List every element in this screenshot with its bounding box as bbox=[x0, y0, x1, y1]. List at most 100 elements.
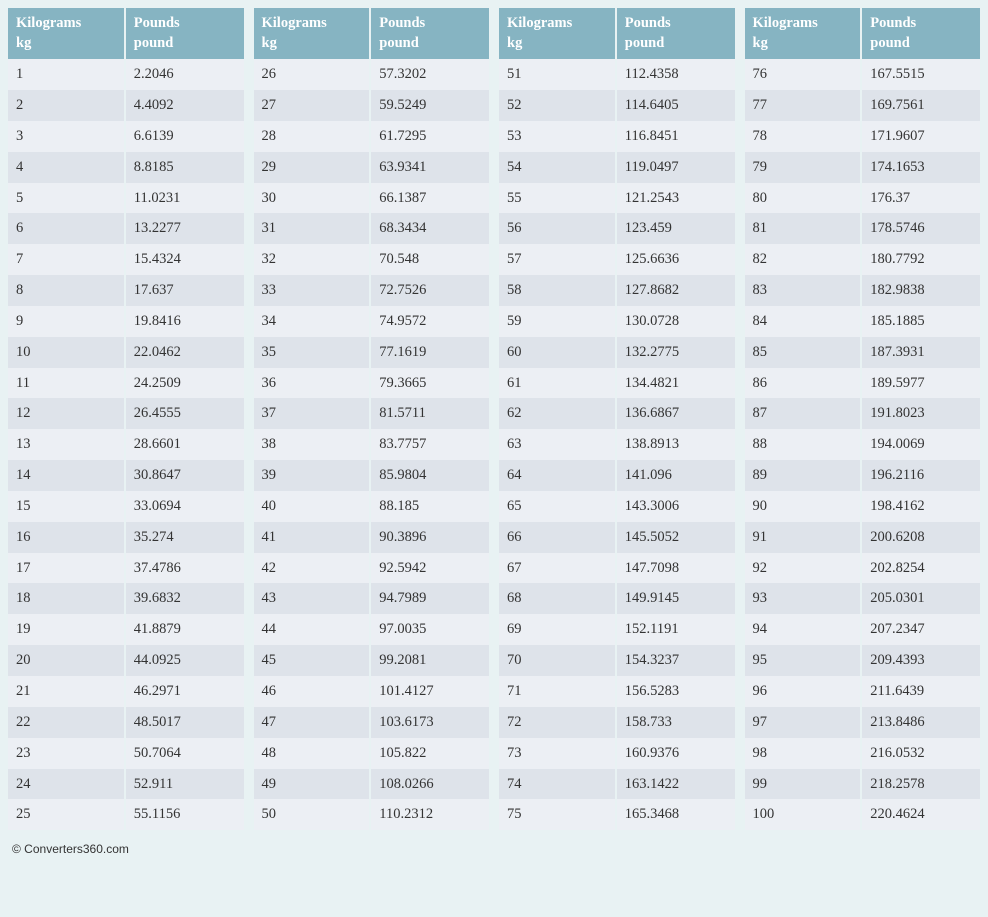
cell-kg: 100 bbox=[745, 799, 863, 830]
cell-kg: 39 bbox=[254, 460, 372, 491]
table-row: 3985.9804 bbox=[254, 460, 490, 491]
cell-pounds: 178.5746 bbox=[862, 213, 980, 244]
cell-kg: 83 bbox=[745, 275, 863, 306]
table-row: 78171.9607 bbox=[745, 121, 981, 152]
table-row: 67147.7098 bbox=[499, 553, 735, 584]
table-row: 3781.5711 bbox=[254, 398, 490, 429]
cell-pounds: 41.8879 bbox=[126, 614, 244, 645]
cell-pounds: 4.4092 bbox=[126, 90, 244, 121]
table-row: 24.4092 bbox=[8, 90, 244, 121]
cell-kg: 28 bbox=[254, 121, 372, 152]
cell-kg: 1 bbox=[8, 59, 126, 90]
cell-kg: 49 bbox=[254, 769, 372, 800]
cell-kg: 71 bbox=[499, 676, 617, 707]
cell-kg: 36 bbox=[254, 368, 372, 399]
cell-kg: 14 bbox=[8, 460, 126, 491]
header-lb-line1: Pounds bbox=[870, 15, 916, 31]
table-row: 99218.2578 bbox=[745, 769, 981, 800]
cell-kg: 97 bbox=[745, 707, 863, 738]
table-row: 1941.8879 bbox=[8, 614, 244, 645]
table-row: 2146.2971 bbox=[8, 676, 244, 707]
table-row: 2452.911 bbox=[8, 769, 244, 800]
cell-kg: 64 bbox=[499, 460, 617, 491]
cell-kg: 54 bbox=[499, 152, 617, 183]
cell-kg: 35 bbox=[254, 337, 372, 368]
table-row: 1635.274 bbox=[8, 522, 244, 553]
cell-kg: 16 bbox=[8, 522, 126, 553]
cell-pounds: 108.0266 bbox=[371, 769, 489, 800]
footer-copyright: © Converters360.com bbox=[8, 842, 980, 856]
table-row: 97213.8486 bbox=[745, 707, 981, 738]
cell-kg: 89 bbox=[745, 460, 863, 491]
column-header-pounds: Poundspound bbox=[126, 8, 244, 59]
cell-pounds: 116.8451 bbox=[617, 121, 735, 152]
cell-pounds: 24.2509 bbox=[126, 368, 244, 399]
table-row: 79174.1653 bbox=[745, 152, 981, 183]
cell-pounds: 218.2578 bbox=[862, 769, 980, 800]
cell-pounds: 216.0532 bbox=[862, 738, 980, 769]
cell-pounds: 136.6867 bbox=[617, 398, 735, 429]
cell-pounds: 169.7561 bbox=[862, 90, 980, 121]
cell-pounds: 202.8254 bbox=[862, 553, 980, 584]
table-row: 76167.5515 bbox=[745, 59, 981, 90]
header-lb-line1: Pounds bbox=[134, 15, 180, 31]
cell-kg: 80 bbox=[745, 183, 863, 214]
column-header-kg: Kilogramskg bbox=[499, 8, 617, 59]
table-row: 56123.459 bbox=[499, 213, 735, 244]
cell-kg: 5 bbox=[8, 183, 126, 214]
cell-kg: 66 bbox=[499, 522, 617, 553]
cell-pounds: 149.9145 bbox=[617, 583, 735, 614]
cell-pounds: 189.5977 bbox=[862, 368, 980, 399]
cell-kg: 45 bbox=[254, 645, 372, 676]
cell-pounds: 154.3237 bbox=[617, 645, 735, 676]
table-row: 75165.3468 bbox=[499, 799, 735, 830]
cell-kg: 24 bbox=[8, 769, 126, 800]
table-row: 53116.8451 bbox=[499, 121, 735, 152]
cell-pounds: 171.9607 bbox=[862, 121, 980, 152]
cell-pounds: 46.2971 bbox=[126, 676, 244, 707]
cell-pounds: 185.1885 bbox=[862, 306, 980, 337]
table-row: 92202.8254 bbox=[745, 553, 981, 584]
cell-pounds: 8.8185 bbox=[126, 152, 244, 183]
cell-pounds: 132.2775 bbox=[617, 337, 735, 368]
table-row: 50110.2312 bbox=[254, 799, 490, 830]
cell-pounds: 11.0231 bbox=[126, 183, 244, 214]
cell-kg: 55 bbox=[499, 183, 617, 214]
table-row: 91200.6208 bbox=[745, 522, 981, 553]
cell-pounds: 22.0462 bbox=[126, 337, 244, 368]
cell-pounds: 112.4358 bbox=[617, 59, 735, 90]
cell-kg: 37 bbox=[254, 398, 372, 429]
table-row: 3372.7526 bbox=[254, 275, 490, 306]
cell-pounds: 176.37 bbox=[862, 183, 980, 214]
table-row: 80176.37 bbox=[745, 183, 981, 214]
cell-kg: 87 bbox=[745, 398, 863, 429]
table-row: 65143.3006 bbox=[499, 491, 735, 522]
cell-kg: 46 bbox=[254, 676, 372, 707]
cell-kg: 57 bbox=[499, 244, 617, 275]
table-row: 55121.2543 bbox=[499, 183, 735, 214]
table-row: 4088.185 bbox=[254, 491, 490, 522]
cell-kg: 60 bbox=[499, 337, 617, 368]
cell-kg: 50 bbox=[254, 799, 372, 830]
table-row: 1737.4786 bbox=[8, 553, 244, 584]
cell-pounds: 205.0301 bbox=[862, 583, 980, 614]
cell-kg: 44 bbox=[254, 614, 372, 645]
cell-pounds: 160.9376 bbox=[617, 738, 735, 769]
cell-pounds: 28.6601 bbox=[126, 429, 244, 460]
cell-pounds: 52.911 bbox=[126, 769, 244, 800]
cell-kg: 56 bbox=[499, 213, 617, 244]
cell-pounds: 2.2046 bbox=[126, 59, 244, 90]
table-row: 71156.5283 bbox=[499, 676, 735, 707]
cell-pounds: 79.3665 bbox=[371, 368, 489, 399]
column-header-pounds: Poundspound bbox=[862, 8, 980, 59]
table-row: 3270.548 bbox=[254, 244, 490, 275]
cell-kg: 6 bbox=[8, 213, 126, 244]
cell-kg: 33 bbox=[254, 275, 372, 306]
cell-kg: 41 bbox=[254, 522, 372, 553]
cell-pounds: 33.0694 bbox=[126, 491, 244, 522]
cell-pounds: 138.8913 bbox=[617, 429, 735, 460]
conversion-table: KilogramskgPoundspound2657.32022759.5249… bbox=[254, 8, 490, 830]
cell-pounds: 26.4555 bbox=[126, 398, 244, 429]
table-row: 98216.0532 bbox=[745, 738, 981, 769]
cell-kg: 31 bbox=[254, 213, 372, 244]
